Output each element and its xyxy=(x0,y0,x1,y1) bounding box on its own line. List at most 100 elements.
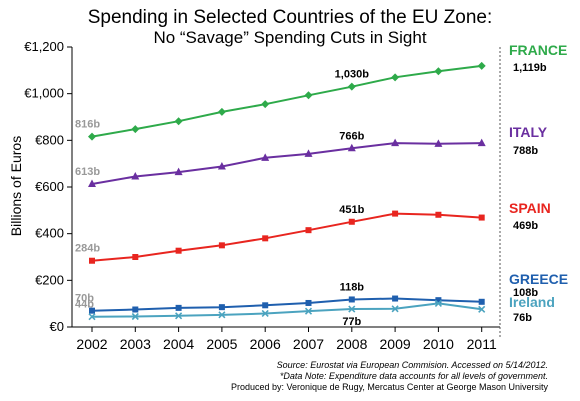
x-tick-label: 2004 xyxy=(163,336,194,352)
series-line-france xyxy=(91,64,482,138)
data-point-france xyxy=(217,107,226,116)
data-point-italy xyxy=(131,172,140,180)
data-point-italy xyxy=(261,153,270,161)
footnote-source: Source: Eurostat via European Commision.… xyxy=(277,360,548,370)
data-label-greece: 70b xyxy=(75,293,94,305)
x-tick-label: 2008 xyxy=(336,336,367,352)
series-line-italy xyxy=(91,142,482,185)
data-point-greece xyxy=(89,307,95,314)
x-tick-label: 2007 xyxy=(293,336,324,352)
data-point-france xyxy=(434,67,443,76)
series-line-spain xyxy=(91,212,482,262)
data-point-ireland xyxy=(348,305,356,313)
data-point-italy xyxy=(217,161,226,170)
footnote-produced-by: Produced by: Veronique de Rugy, Mercatus… xyxy=(231,382,548,392)
data-point-spain xyxy=(435,211,442,218)
series-end-value-spain: 469b xyxy=(513,220,538,232)
data-point-ireland xyxy=(261,309,269,318)
series-spain xyxy=(89,210,485,264)
data-label-ireland: 77b xyxy=(342,316,361,328)
data-label-spain: 284b xyxy=(75,243,100,255)
data-point-italy xyxy=(391,138,400,147)
footnotes: Source: Eurostat via European Commision.… xyxy=(231,360,548,392)
data-point-france xyxy=(261,100,270,109)
data-label-ireland: 44b xyxy=(75,299,94,311)
data-point-france xyxy=(347,82,356,91)
data-point-greece xyxy=(392,295,399,302)
data-point-italy xyxy=(477,138,486,147)
data-label-spain: 451b xyxy=(339,204,364,216)
data-point-italy xyxy=(174,167,183,176)
chart-title: Spending in Selected Countries of the EU… xyxy=(88,7,493,28)
data-point-ireland xyxy=(304,307,313,315)
x-tick-label: 2003 xyxy=(120,336,151,352)
data-point-spain xyxy=(262,235,269,242)
data-point-spain xyxy=(175,247,182,254)
series-name-greece: GREECE xyxy=(509,271,568,287)
y-tick-label: €400 xyxy=(35,226,64,241)
data-label-france: 1,030b xyxy=(335,69,370,81)
data-point-france xyxy=(391,73,400,82)
data-point-greece xyxy=(132,306,139,313)
data-point-france xyxy=(131,125,140,134)
y-tick-label: €1,000 xyxy=(24,86,64,101)
data-point-ireland xyxy=(434,299,442,307)
data-point-italy xyxy=(434,139,443,147)
series-name-italy: ITALY xyxy=(509,124,548,140)
data-point-ireland xyxy=(391,305,399,313)
data-point-italy xyxy=(347,143,356,152)
data-point-greece xyxy=(218,304,225,311)
data-point-france xyxy=(477,61,486,70)
x-tick-label: 2006 xyxy=(250,336,281,352)
y-tick-label: €600 xyxy=(35,179,64,194)
x-tick-label: 2002 xyxy=(76,336,107,352)
data-point-france xyxy=(304,91,313,100)
series-name-ireland: Ireland xyxy=(509,294,555,310)
data-point-greece xyxy=(478,298,485,305)
x-tick-label: 2011 xyxy=(467,336,497,352)
series-line-greece xyxy=(91,297,482,312)
data-point-ireland xyxy=(218,311,226,319)
series-layer xyxy=(88,61,486,321)
series-france xyxy=(88,61,486,141)
series-name-france: FRANCE xyxy=(509,42,567,58)
series-italy xyxy=(88,138,486,187)
y-tick-label: €0 xyxy=(50,319,64,334)
x-tick-label: 2010 xyxy=(423,336,454,352)
data-point-ireland xyxy=(88,313,96,321)
data-point-ireland xyxy=(175,312,183,320)
x-tick-label: 2009 xyxy=(380,336,411,352)
data-point-france xyxy=(174,117,183,126)
data-point-spain xyxy=(89,257,95,264)
data-point-spain xyxy=(132,254,139,260)
data-label-france: 816b xyxy=(75,119,100,131)
series-name-spain: SPAIN xyxy=(509,200,551,216)
data-point-spain xyxy=(305,227,312,234)
series-greece xyxy=(89,295,485,314)
data-point-greece xyxy=(262,302,269,309)
data-point-spain xyxy=(392,210,399,217)
x-tick-label: 2005 xyxy=(206,336,237,352)
data-label-italy: 766b xyxy=(339,130,364,142)
data-point-greece xyxy=(348,296,355,303)
data-point-ireland xyxy=(478,305,486,313)
series-end-value-greece: 108b xyxy=(513,287,538,299)
data-point-france xyxy=(88,132,96,141)
data-point-spain xyxy=(348,218,355,225)
series-end-value-italy: 788b xyxy=(513,145,538,157)
data-point-italy xyxy=(304,149,313,157)
data-point-italy xyxy=(88,179,96,187)
y-tick-label: €1,200 xyxy=(24,39,64,54)
data-point-spain xyxy=(218,242,225,249)
series-end-value-france: 1,119b xyxy=(513,62,547,74)
series-ireland xyxy=(88,299,486,321)
data-point-ireland xyxy=(131,312,139,321)
labels-layer: 816b 1,030b FRANCE 1,119b 613b 766b ITALY 788b 2… xyxy=(75,42,568,328)
axes: €0 €200 €400 €600 €800 €1,000 €1,200 2002 2003 20… xyxy=(24,39,501,352)
data-label-greece: 118b xyxy=(340,281,365,293)
series-end-value-ireland: 76b xyxy=(513,312,532,324)
data-point-greece xyxy=(175,304,182,311)
y-axis-label: Billions of Euros xyxy=(8,136,24,236)
data-label-italy: 613b xyxy=(75,166,100,178)
data-point-greece xyxy=(305,299,312,306)
